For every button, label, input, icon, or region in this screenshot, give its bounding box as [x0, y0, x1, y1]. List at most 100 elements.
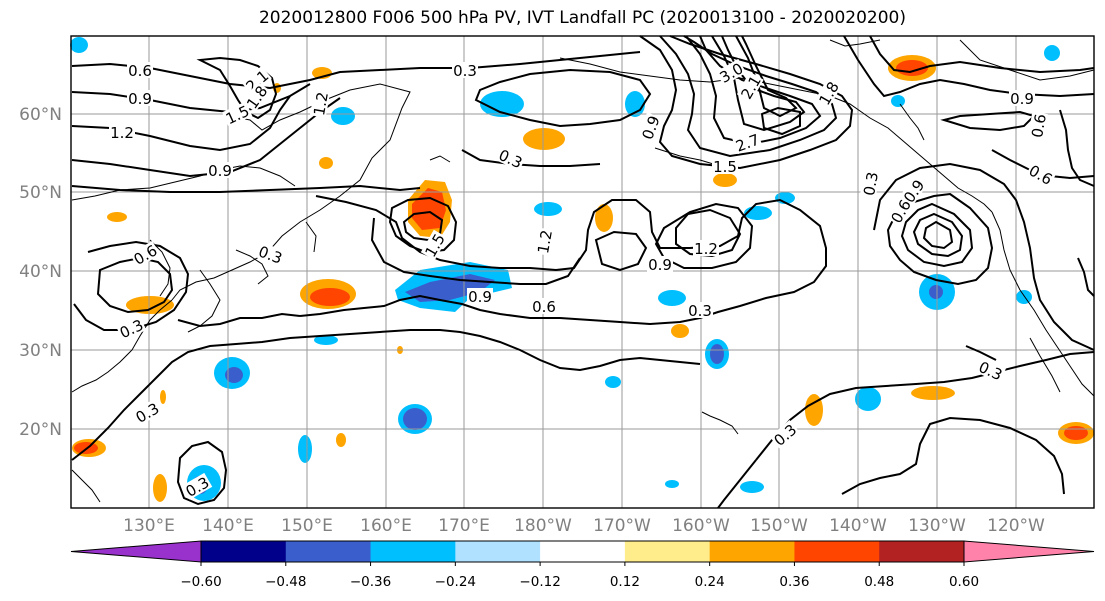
neg-anomaly-patch [665, 480, 679, 488]
pos-anomaly-patch [319, 157, 333, 169]
longitude-labels: 130°E 140°E 150°E 160°E 170°E 180°W 170°W 160°W… [123, 516, 1045, 536]
neg-anomaly-patch [403, 408, 427, 430]
neg-anomaly-patch [1044, 45, 1060, 61]
contour-label: 1.2 [309, 89, 332, 118]
contour-label-text: 0.3 [688, 302, 712, 320]
pos-anomaly-patch [713, 173, 737, 187]
neg-anomaly-patch [314, 335, 338, 345]
colorbar-tick-label: 0.36 [779, 574, 809, 590]
contour-label: 0.3 [687, 302, 713, 320]
pos-anomaly-patch [310, 288, 350, 306]
contour-label-text: 1.2 [534, 229, 556, 256]
longitude-label: 150°W [750, 516, 808, 536]
pos-anomaly-patch [805, 394, 823, 426]
colorbar-segment [370, 541, 456, 562]
pos-anomaly-patch [671, 324, 689, 338]
colorbar-tick-label: −0.24 [435, 574, 476, 590]
neg-anomaly-patch [929, 285, 943, 299]
map-title: 2020012800 F006 500 hPa PV, IVT Landfall… [258, 8, 906, 28]
contour-label: 0.9 [467, 288, 493, 306]
contour-label: 1.2 [533, 227, 556, 256]
longitude-label: 160°E [360, 516, 412, 536]
neg-anomaly-patch [605, 376, 621, 388]
contour-label: 0.3 [452, 62, 478, 80]
colorbar-tick-label: 0.12 [610, 574, 640, 590]
contour-label: 0.9 [1009, 90, 1035, 108]
pos-anomaly-patch [153, 474, 167, 502]
contour-label: 0.3 [859, 169, 882, 198]
neg-anomaly-patch [331, 107, 355, 125]
contour-label-text: 1.5 [713, 158, 737, 176]
neg-anomaly-patch [70, 37, 88, 53]
longitude-label: 130°W [908, 516, 966, 536]
longitude-label: 170°E [438, 516, 490, 536]
colorbar-extension-high [963, 540, 1095, 563]
contour-label-text: 0.9 [128, 90, 152, 108]
neg-anomaly-patch [855, 387, 881, 411]
neg-anomaly-patch [480, 91, 524, 117]
contour-label: 0.9 [207, 162, 233, 180]
contour-label-text: 1.2 [110, 124, 134, 142]
contour-label: 0.6 [531, 298, 557, 316]
contour-label-text: 0.6 [532, 298, 556, 316]
neg-anomaly-patch [534, 202, 562, 216]
colorbar-segment [285, 541, 372, 562]
contour-label-text: 1.2 [310, 91, 332, 118]
map-background [71, 36, 1094, 508]
pos-anomaly-patch [523, 128, 565, 150]
pos-anomaly-patch [126, 296, 174, 314]
contour-label-text: 0.9 [468, 288, 492, 306]
latitude-label: 20°N [19, 420, 62, 440]
contour-label-text: 0.6 [128, 62, 152, 80]
contour-label-text: 0.9 [208, 162, 232, 180]
contour-label-text: 0.9 [1010, 90, 1034, 108]
pos-anomaly-patch [336, 433, 346, 447]
contour-labels: 0.6 2.11.80.91.21.5 1.20.90.30.33.02.72.1 1… [109, 58, 1057, 501]
latitude-label: 30°N [19, 341, 62, 361]
colorbar-tick-label: −0.60 [180, 574, 221, 590]
neg-anomaly-patch [298, 435, 312, 463]
colorbar-tick-label: −0.36 [350, 574, 391, 590]
longitude-label: 140°E [202, 516, 254, 536]
longitude-label: 120°W [987, 516, 1045, 536]
colorbar-tick-label: 0.60 [949, 574, 979, 590]
colorbar-tick-label: −0.48 [265, 574, 306, 590]
contour-label: 0.6 [127, 62, 153, 80]
colorbar-segment [624, 541, 711, 562]
pos-anomaly-patch [911, 386, 955, 400]
neg-anomaly-patch [1016, 290, 1032, 304]
pos-anomaly-patch [1064, 426, 1088, 440]
neg-anomaly-patch [740, 481, 764, 493]
colorbar-segment [455, 541, 541, 562]
latitude-labels: 60°N 50°N 40°N 30°N 20°N [19, 105, 62, 440]
colorbar-segment [879, 541, 965, 562]
latitude-label: 40°N [19, 262, 62, 282]
pos-anomaly-patch [160, 390, 166, 404]
latitude-label: 50°N [19, 183, 62, 203]
colorbar-outline [200, 540, 965, 563]
colorbar-segment [201, 541, 287, 562]
neg-anomaly-patch [225, 367, 243, 383]
latitude-label: 60°N [19, 105, 62, 125]
colorbar-segment [794, 541, 880, 562]
contour-label-text: 0.6 [1028, 113, 1050, 140]
neg-anomaly-patch [658, 290, 686, 306]
colorbar-tick-label: 0.48 [864, 574, 894, 590]
contour-label: 1.2 [693, 240, 719, 258]
contour-label-text: 0.3 [453, 62, 477, 80]
longitude-label: 150°E [281, 516, 333, 536]
pos-anomaly-patch [595, 204, 613, 232]
longitude-label: 160°W [672, 516, 730, 536]
colorbar-tick-label: 0.24 [695, 574, 725, 590]
neg-anomaly-patch [710, 344, 724, 364]
contour-label-text: 0.3 [860, 171, 882, 198]
longitude-label: 140°W [829, 516, 887, 536]
colorbar-segment [540, 541, 626, 562]
contour-label: 0.9 [647, 256, 673, 274]
map-frame [70, 35, 1095, 509]
contour-label: 1.2 [109, 124, 135, 142]
colorbar-segment [709, 541, 795, 562]
contour-label-text: 1.2 [694, 240, 718, 258]
pos-anomaly-patch [107, 212, 127, 222]
longitude-label: 170°W [593, 516, 651, 536]
